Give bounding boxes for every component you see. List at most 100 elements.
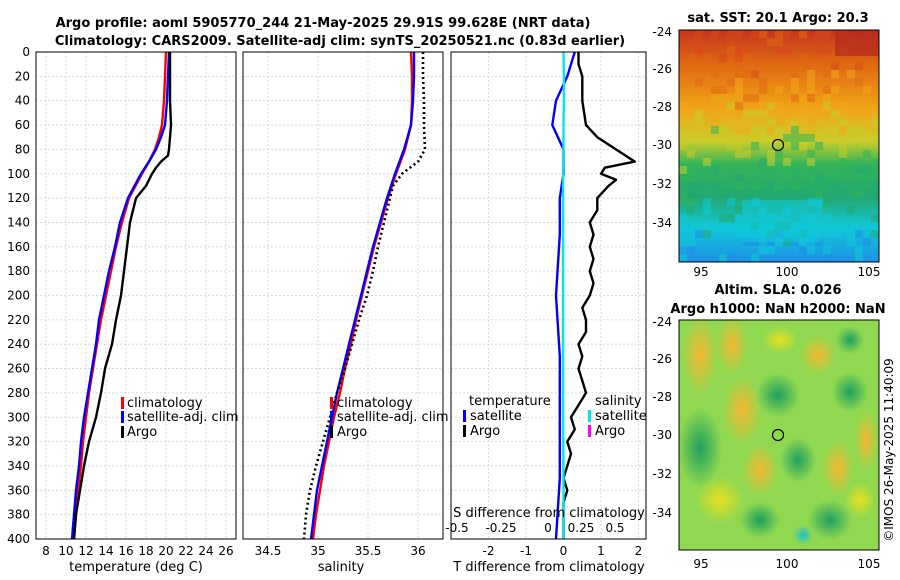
sst-pixel [815, 142, 823, 150]
sst-map-title: sat. SST: 20.1 Argo: 20.3 [687, 11, 868, 26]
sla-ytick: -32 [652, 467, 672, 481]
series-line-climatology [72, 51, 168, 540]
sst-pixel [871, 158, 879, 166]
sst-pixel [791, 94, 799, 102]
sst-pixel [727, 38, 735, 46]
sla-anomaly [832, 372, 868, 412]
sla-map-title-line2: Argo h1000: NaN h2000: NaN [670, 302, 885, 317]
y-tick-label: 160 [7, 240, 30, 254]
sst-pixel [791, 70, 799, 78]
series-line-temperature-argo [562, 52, 636, 539]
difference-panel: -2 -1 0 1 2 [450, 51, 647, 558]
salinity-panel: 34.5 35 35.5 36 [242, 51, 444, 558]
sst-pixel [863, 150, 871, 158]
sst-pixel [687, 190, 695, 198]
sst-pixel [735, 150, 743, 158]
sst-pixel [823, 94, 831, 102]
argo-position-marker [771, 138, 785, 152]
sst-pixel [855, 190, 863, 198]
sst-pixel [695, 118, 703, 126]
sst-pixel [735, 46, 743, 54]
sst-pixel [735, 86, 743, 94]
sst-ytick: -26 [652, 62, 672, 76]
sst-pixel [727, 46, 735, 54]
sst-pixel [711, 70, 719, 78]
sst-pixel [703, 206, 711, 214]
sst-pixel [831, 62, 839, 70]
sst-pixel [735, 230, 743, 238]
sst-pixel [839, 142, 847, 150]
series-line-salinity-satellite [561, 51, 566, 539]
sst-pixel [679, 238, 687, 246]
sst-pixel [743, 110, 751, 118]
sst-pixel [767, 126, 775, 134]
sst-map: sat. SST: 20.1 Argo: 20.3 -24 -26 -28 -3… [652, 11, 880, 279]
series-line-argo [72, 52, 173, 540]
sst-pixel [711, 118, 719, 126]
sst-pixel [743, 54, 751, 62]
sst-pixel [831, 126, 839, 134]
legend-swatch-climatology [121, 397, 124, 409]
sla-anomaly [793, 525, 813, 545]
y-tick-label: 320 [7, 435, 30, 449]
sst-pixel [759, 30, 767, 38]
sla-anomaly [716, 315, 748, 375]
sst-pixel [775, 166, 783, 174]
sst-pixel [703, 54, 711, 62]
sst-pixel [855, 78, 863, 86]
sst-pixel [679, 166, 687, 174]
sst-pixel [767, 150, 775, 158]
sst-pixel [783, 110, 791, 118]
sst-pixel [719, 86, 727, 94]
sst-ytick: -34 [652, 216, 672, 230]
y-tick-label: 80 [15, 142, 30, 156]
sst-pixel [759, 246, 767, 254]
x-tick-label: 24 [198, 544, 213, 558]
sst-pixel [775, 38, 783, 46]
axes-frame [35, 51, 237, 540]
sst-pixel [791, 118, 799, 126]
sst-pixel [799, 102, 807, 110]
sst-pixel [863, 166, 871, 174]
s-tick: -0.25 [485, 521, 516, 535]
sst-pixel [823, 246, 831, 254]
s-tick: 0.5 [605, 521, 624, 535]
x-tick-label: -2 [483, 544, 495, 558]
sla-anomaly [722, 376, 762, 444]
sst-pixel [719, 102, 727, 110]
sst-pixel [743, 94, 751, 102]
sst-pixel [871, 214, 879, 222]
sst-pixel [727, 214, 735, 222]
legend-label-satellite: satellite-adj. clim [127, 410, 239, 425]
legend-swatch-t-satellite [463, 410, 466, 422]
sst-pixel [727, 94, 735, 102]
sst-pixel [767, 38, 775, 46]
sla-anomaly [854, 410, 878, 470]
sst-pixel [783, 158, 791, 166]
sst-pixel [791, 134, 799, 142]
sst-pixel [863, 86, 871, 94]
legend-swatch-s-argo [588, 425, 591, 437]
sla-anomaly [800, 335, 836, 375]
sst-pixel [727, 142, 735, 150]
sst-pixel [743, 126, 751, 134]
sla-anomaly [780, 438, 816, 482]
y-tick-label: 20 [15, 69, 30, 83]
sst-pixel [823, 86, 831, 94]
sst-pixel [695, 78, 703, 86]
y-tick-label: 220 [7, 313, 30, 327]
legend-swatch-satellite [330, 411, 333, 423]
sst-pixel [823, 102, 831, 110]
sst-pixel [759, 134, 767, 142]
sst-pixel [847, 62, 855, 70]
sst-pixel [855, 126, 863, 134]
sst-pixel [687, 206, 695, 214]
sla-anomaly [742, 444, 778, 496]
sst-pixel [735, 70, 743, 78]
sst-pixel [735, 110, 743, 118]
axes-frame [450, 51, 647, 540]
sst-pixel [719, 126, 727, 134]
sst-ytick: -28 [652, 100, 672, 114]
sst-xtick: 100 [776, 265, 799, 279]
sst-pixel [735, 94, 743, 102]
